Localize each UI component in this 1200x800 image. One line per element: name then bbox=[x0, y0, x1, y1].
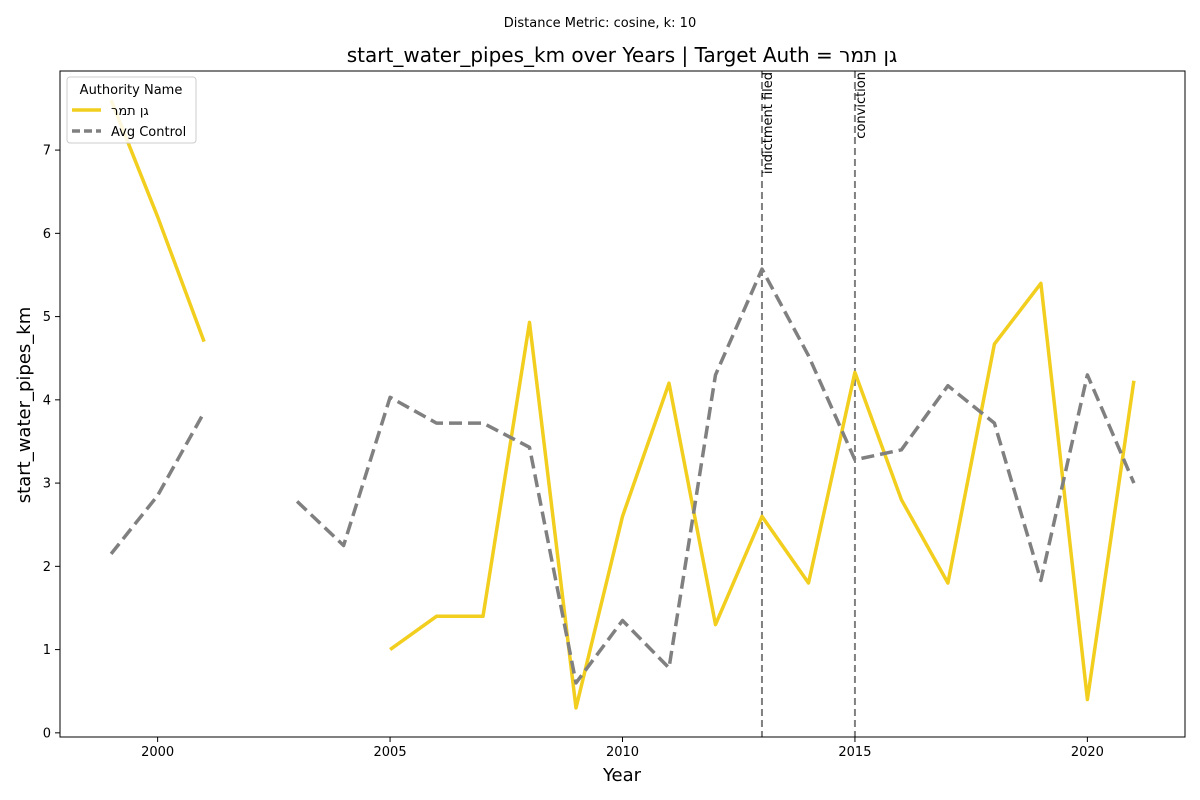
series-line bbox=[109, 411, 206, 555]
event-label: conviction bbox=[854, 72, 869, 139]
legend-box bbox=[66, 76, 197, 144]
plot-frame bbox=[59, 70, 1186, 738]
x-tick-label: 2005 bbox=[374, 745, 407, 760]
y-tick-label: 5 bbox=[43, 310, 51, 325]
legend-label: גן תמר bbox=[111, 104, 149, 119]
legend-title: Authority Name bbox=[80, 83, 183, 98]
x-tick-label: 2000 bbox=[141, 745, 174, 760]
x-axis-ticks: 2000 2005 2010 2015 2020 bbox=[141, 737, 1104, 760]
series-line bbox=[389, 281, 1136, 710]
y-tick-label: 4 bbox=[43, 393, 51, 408]
y-tick-label: 3 bbox=[43, 477, 51, 492]
x-tick-label: 2010 bbox=[606, 745, 639, 760]
x-tick-label: 2015 bbox=[838, 745, 871, 760]
y-tick-label: 6 bbox=[43, 227, 51, 242]
series-lines bbox=[109, 99, 1136, 710]
event-label: indictment filed bbox=[761, 72, 776, 174]
chart-title: start_water_pipes_km over Years | Target… bbox=[347, 43, 898, 67]
y-axis-label: start_water_pipes_km bbox=[14, 307, 35, 503]
y-tick-label: 7 bbox=[43, 144, 51, 159]
y-axis-ticks: 0 1 2 3 4 5 6 7 bbox=[43, 144, 60, 741]
chart-suptitle: Distance Metric: cosine, k: 10 bbox=[504, 16, 696, 31]
event-markers: indictment filed conviction bbox=[760, 71, 869, 737]
x-axis-label: Year bbox=[602, 765, 642, 786]
series-line bbox=[295, 267, 1136, 685]
legend-label: Avg Control bbox=[111, 125, 186, 140]
y-tick-label: 1 bbox=[43, 643, 51, 658]
legend: Authority Name גן תמר Avg Control bbox=[66, 76, 197, 144]
y-tick-label: 0 bbox=[43, 726, 51, 741]
y-tick-label: 2 bbox=[43, 560, 51, 575]
x-tick-label: 2020 bbox=[1071, 745, 1104, 760]
